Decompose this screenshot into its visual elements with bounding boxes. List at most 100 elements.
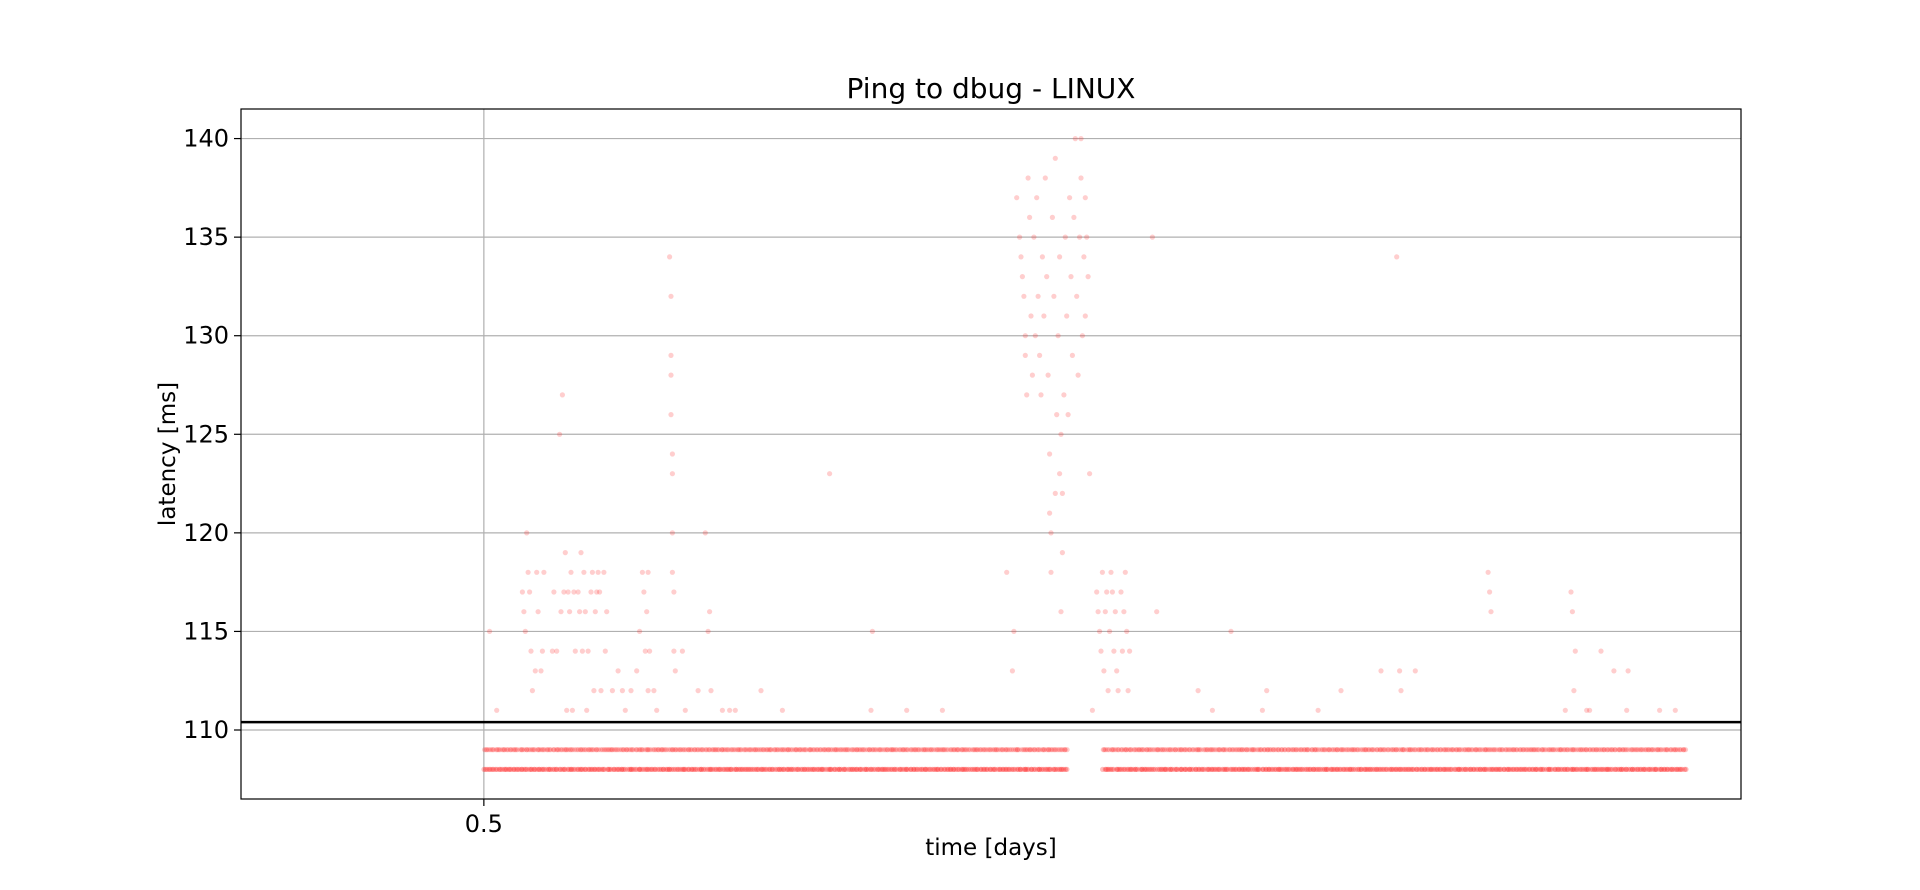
data-point xyxy=(1648,747,1654,753)
data-point xyxy=(834,766,840,773)
data-point xyxy=(767,766,773,773)
data-point xyxy=(920,766,926,773)
data-point xyxy=(529,766,535,773)
data-point xyxy=(1572,648,1578,654)
data-point xyxy=(1555,766,1561,773)
data-point xyxy=(1338,766,1344,773)
data-point xyxy=(1640,747,1646,753)
data-point xyxy=(649,766,655,773)
data-point xyxy=(835,747,841,753)
data-point xyxy=(860,747,867,753)
data-point xyxy=(704,747,710,753)
data-point xyxy=(953,766,959,773)
data-point xyxy=(1628,747,1634,753)
data-point xyxy=(1062,766,1069,773)
data-point xyxy=(1374,747,1380,753)
data-point xyxy=(832,766,838,773)
data-point xyxy=(594,589,600,595)
data-point xyxy=(969,766,975,773)
data-point xyxy=(1452,766,1458,773)
data-point xyxy=(582,609,588,615)
data-point xyxy=(1103,766,1109,773)
data-point xyxy=(1561,766,1567,773)
data-point xyxy=(1050,766,1056,773)
data-point xyxy=(1321,747,1327,753)
data-point xyxy=(1676,766,1682,773)
data-point xyxy=(1409,766,1415,773)
data-point xyxy=(538,668,544,674)
data-point xyxy=(782,747,788,753)
data-point xyxy=(1529,766,1535,773)
data-point xyxy=(524,747,530,753)
data-point xyxy=(667,254,673,260)
data-point xyxy=(1041,313,1047,319)
data-point xyxy=(558,747,564,753)
data-point xyxy=(982,766,988,773)
data-point xyxy=(1170,747,1176,753)
data-point xyxy=(806,766,812,773)
data-point xyxy=(760,747,766,753)
data-point xyxy=(1443,766,1449,773)
data-point xyxy=(964,766,970,773)
data-point xyxy=(1514,747,1520,753)
data-point xyxy=(1468,766,1474,773)
data-point xyxy=(1593,747,1599,753)
data-point xyxy=(1038,392,1044,398)
data-point xyxy=(1472,747,1478,753)
data-point xyxy=(1178,766,1184,773)
data-point xyxy=(1198,747,1204,753)
plot-frame xyxy=(240,108,1742,800)
data-point xyxy=(572,747,578,753)
data-point xyxy=(1429,747,1435,753)
data-point xyxy=(1364,766,1370,773)
data-point xyxy=(484,766,490,773)
data-point xyxy=(648,747,654,753)
data-point xyxy=(545,747,551,753)
data-point xyxy=(1445,747,1451,753)
data-point xyxy=(1393,747,1399,753)
data-point xyxy=(915,747,921,753)
data-point xyxy=(1440,747,1447,753)
data-point xyxy=(1304,747,1310,753)
data-point xyxy=(1440,766,1446,773)
data-point xyxy=(1442,747,1448,753)
data-point xyxy=(1028,766,1034,773)
data-point xyxy=(621,766,627,773)
data-point xyxy=(575,589,581,595)
data-point xyxy=(1649,747,1655,753)
data-point xyxy=(642,747,649,753)
data-point xyxy=(1312,747,1318,753)
data-point xyxy=(1291,747,1297,753)
data-point xyxy=(593,747,599,753)
data-point xyxy=(706,766,712,773)
data-point xyxy=(1032,333,1038,339)
data-point xyxy=(1193,766,1199,773)
data-point xyxy=(1449,747,1455,753)
data-point xyxy=(1470,747,1476,753)
data-point xyxy=(1025,766,1032,773)
data-point xyxy=(574,766,580,773)
data-point xyxy=(625,766,631,773)
data-point xyxy=(1444,766,1450,773)
data-point xyxy=(1184,766,1190,773)
data-point xyxy=(752,747,758,753)
data-point xyxy=(1051,293,1057,299)
data-point xyxy=(1590,747,1596,753)
data-point xyxy=(741,747,747,753)
data-point xyxy=(1405,766,1411,773)
data-point xyxy=(879,766,885,773)
data-point xyxy=(519,766,525,773)
data-point xyxy=(1497,766,1503,773)
data-point xyxy=(1040,766,1046,773)
data-point xyxy=(820,747,826,753)
data-point xyxy=(781,766,787,773)
data-point xyxy=(814,766,820,773)
data-point xyxy=(1578,766,1584,773)
data-point xyxy=(1526,766,1532,773)
data-point xyxy=(646,766,652,773)
data-point xyxy=(766,747,772,753)
data-point xyxy=(496,766,502,773)
data-point xyxy=(1422,766,1428,773)
data-point xyxy=(1412,668,1418,674)
data-point xyxy=(600,766,606,773)
